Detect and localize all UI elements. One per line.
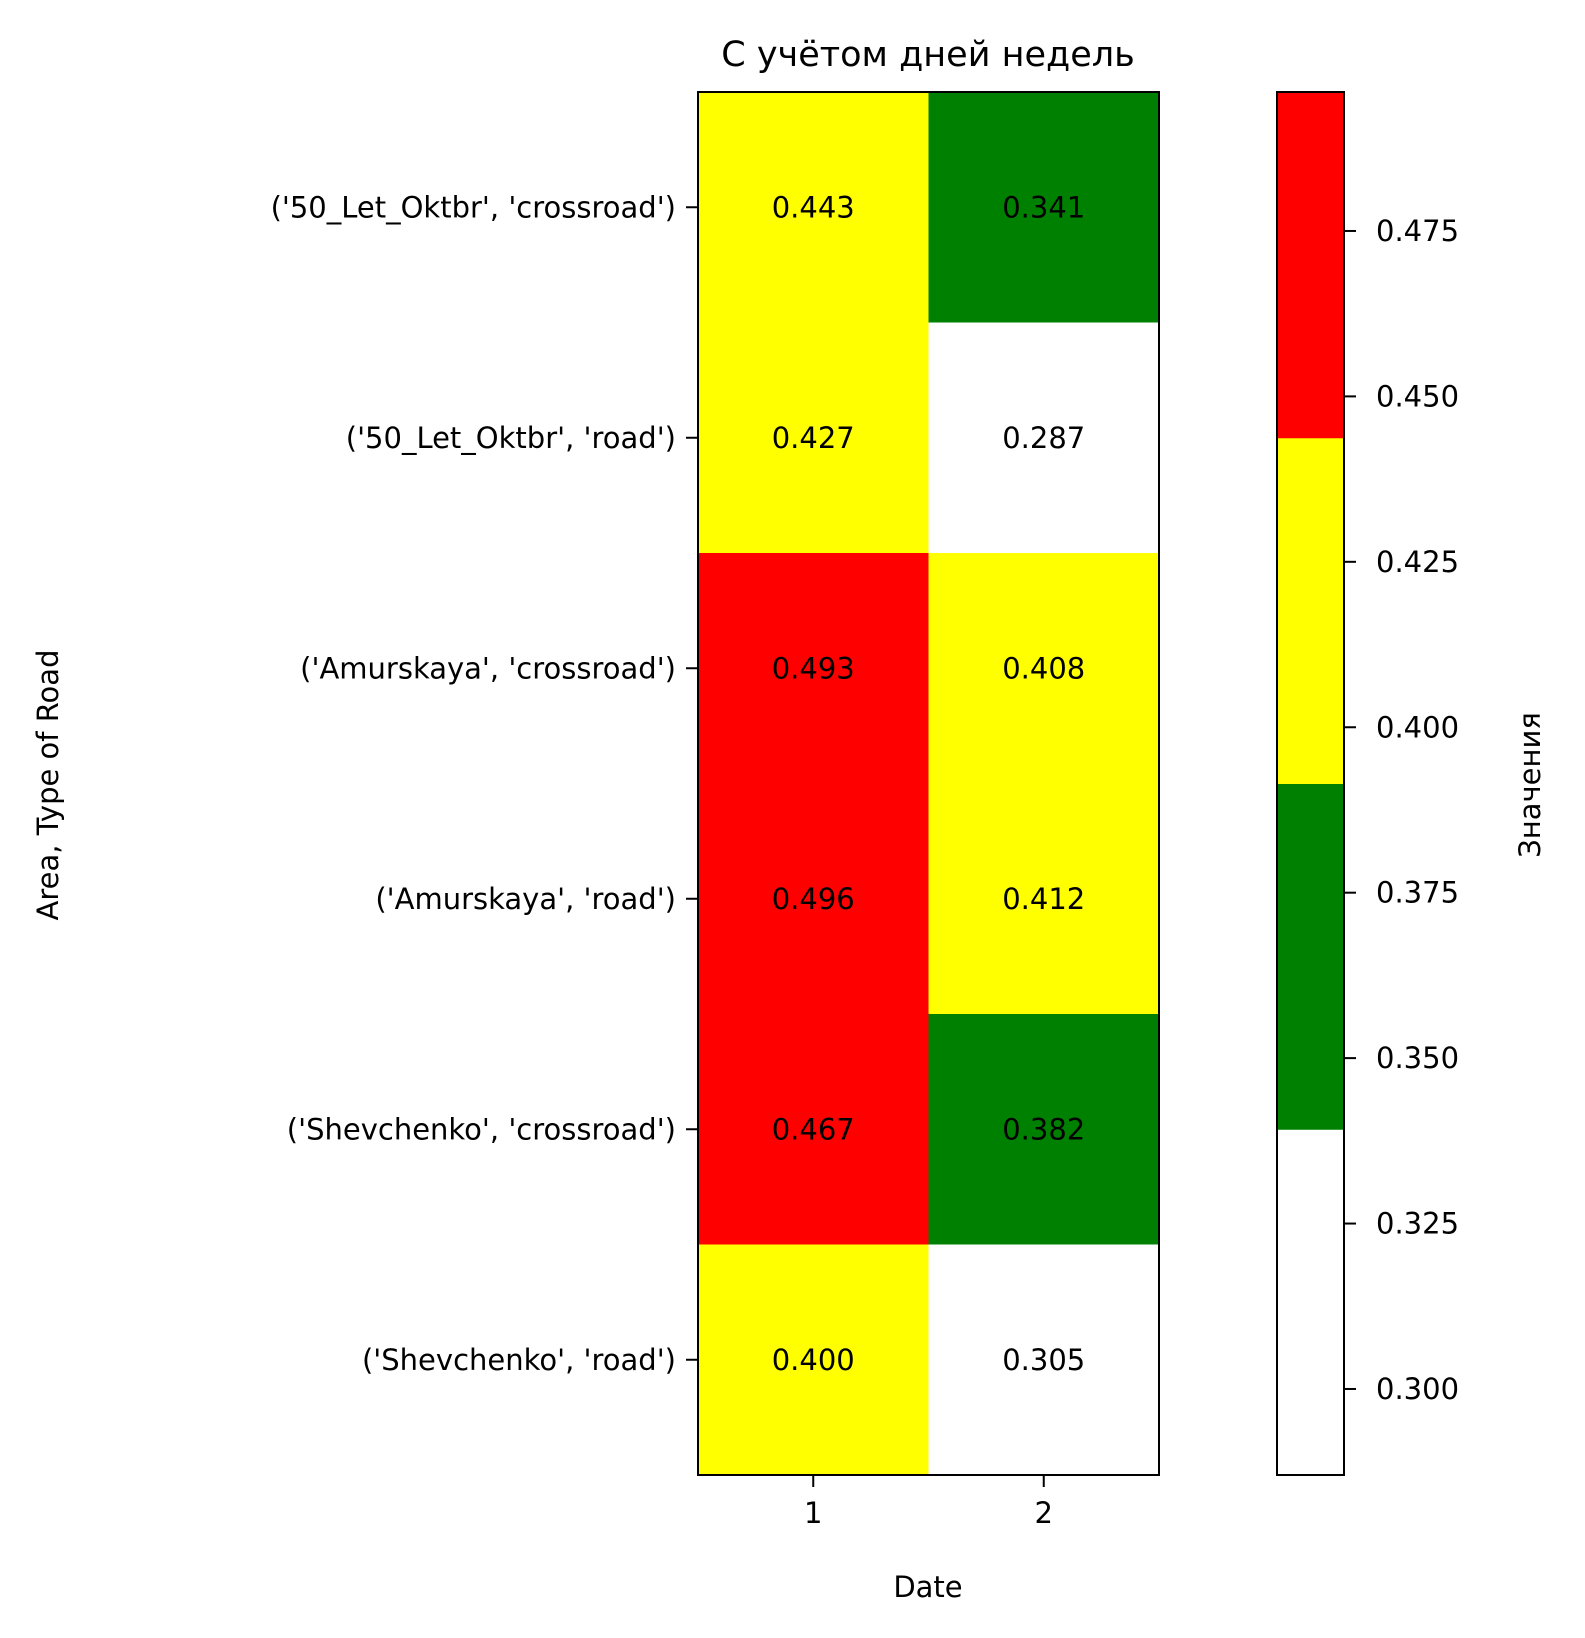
cell-value-label: 0.493 [772,651,855,685]
colorbar-tick-label: 0.300 [1376,1372,1459,1406]
cell-value-label: 0.443 [772,190,855,224]
colorbar-frame [1276,91,1345,1476]
x-axis-label: Date [893,1570,962,1604]
heatmap-cell [698,322,929,554]
y-tick-label: ('Shevchenko', 'road') [362,1343,676,1377]
heatmap-cell [928,783,1160,1015]
chart-title: С учётом дней недель [721,35,1134,75]
colorbar-tick-label: 0.400 [1376,710,1459,744]
y-axis-ticks: ('50_Let_Oktbr', 'crossroad') ('50_Let_Ok… [271,190,698,1377]
cell-value-label: 0.412 [1002,882,1085,916]
heatmap-cell [698,92,929,323]
heatmap-cell [698,1244,929,1476]
x-tick-label: 2 [1035,1496,1053,1530]
y-tick-label: ('50_Let_Oktbr', 'crossroad') [271,190,676,224]
colorbar-segment [1277,437,1344,784]
cell-value-label: 0.287 [1002,421,1085,455]
plot-frame [697,91,1160,1476]
colorbar-segment [1277,92,1344,439]
cell-value-label: 0.305 [1002,1343,1085,1377]
y-tick-label: ('50_Let_Oktbr', 'road') [346,421,676,455]
heatmap-cells [698,92,1160,1476]
heatmap-cell [928,553,1160,784]
cell-value-label: 0.400 [772,1343,855,1377]
colorbar-ticks: 0.300 0.325 0.350 0.375 0.400 0.425 0.450 0.475 [1344,214,1459,1406]
heatmap-cell [698,783,929,1015]
heatmap-cell [928,322,1160,554]
cell-value-label: 0.496 [772,882,855,916]
x-tick-label: 1 [804,1496,822,1530]
cell-value-label: 0.427 [772,421,855,455]
y-tick-label: ('Amurskaya', 'road') [375,882,676,916]
cell-value-label: 0.382 [1002,1112,1085,1146]
colorbar-tick-label: 0.350 [1376,1041,1459,1075]
y-tick-label: ('Shevchenko', 'crossroad') [287,1112,676,1146]
colorbar-tick-label: 0.475 [1376,214,1459,248]
y-tick-label: ('Amurskaya', 'crossroad') [300,651,676,685]
colorbar-tick-label: 0.450 [1376,379,1459,413]
colorbar-segment [1277,783,1344,1130]
heatmap-cell [928,1014,1160,1245]
colorbar-tick-label: 0.325 [1376,1207,1459,1241]
colorbar-tick-label: 0.375 [1376,876,1459,910]
y-axis-label: Area, Type of Road [31,650,65,921]
colorbar-label: Значения [1513,712,1547,858]
colorbar-segment [1277,1129,1344,1476]
cell-value-label: 0.341 [1002,190,1085,224]
colorbar-tick-label: 0.425 [1376,545,1459,579]
cell-value-label: 0.467 [772,1112,855,1146]
heatmap-cell [928,92,1160,323]
cell-value-label: 0.408 [1002,651,1085,685]
heatmap-cell [698,1014,929,1245]
heatmap-cell [698,553,929,784]
heatmap-cell-labels: 0.443 0.341 0.427 0.287 0.493 0.408 0.496 0.412… [772,190,1086,1377]
colorbar [1277,92,1344,1476]
heatmap-cell [928,1244,1160,1476]
